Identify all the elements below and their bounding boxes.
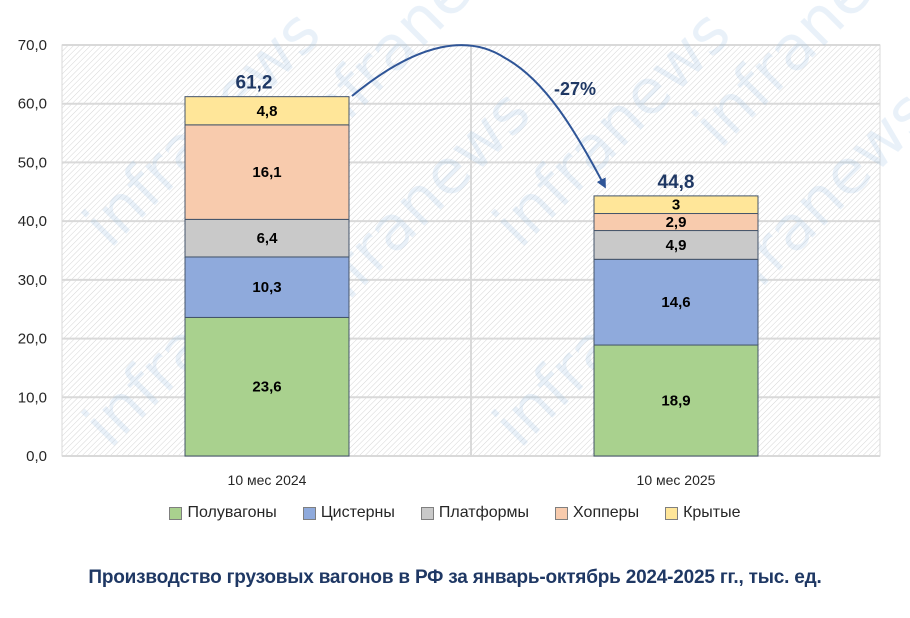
legend-item: Цистерны — [302, 504, 395, 522]
legend-label: Полувагоны — [187, 504, 277, 521]
segment-value-label: 4,9 — [666, 237, 687, 254]
y-tick-label: 20,0 — [18, 331, 47, 348]
x-category-label: 10 мес 2024 — [228, 472, 307, 488]
legend-item: Платформы — [420, 504, 530, 522]
segment-value-label: 18,9 — [661, 393, 690, 410]
bar-segment — [184, 124, 350, 220]
segment-value-label: 16,1 — [252, 164, 281, 181]
change-percent-label: -27% — [554, 79, 596, 99]
y-tick-label: 30,0 — [18, 272, 47, 289]
legend-label: Крытые — [683, 504, 741, 521]
bar-segment — [184, 96, 350, 126]
segment-value-label: 10,3 — [252, 279, 281, 296]
bar-segment — [593, 258, 759, 346]
y-axis: 0,0 10,0 20,0 30,0 40,0 50,0 60,0 70,0 — [18, 37, 47, 465]
legend-swatch-icon — [420, 506, 434, 520]
bar-segment — [593, 344, 759, 457]
total-value-label: 44,8 — [658, 172, 695, 193]
y-tick-label: 70,0 — [18, 37, 47, 54]
segment-value-label: 4,8 — [257, 103, 278, 120]
bar-segment — [593, 230, 759, 260]
y-tick-label: 0,0 — [26, 448, 47, 465]
segment-value-label: 6,4 — [257, 230, 279, 247]
bar-stack: 23,6 10,3 6,4 16,1 4,8 61,2 — [184, 73, 350, 457]
y-tick-label: 60,0 — [18, 96, 47, 113]
y-tick-label: 40,0 — [18, 213, 47, 230]
legend-label: Цистерны — [320, 504, 395, 521]
y-tick-label: 10,0 — [18, 389, 47, 406]
legend-swatch-icon — [302, 506, 316, 520]
legend-swatch-icon — [169, 506, 183, 520]
legend-item: Хопперы — [555, 504, 639, 522]
legend-swatch-icon — [665, 506, 679, 520]
legend: Полувагоны Цистерны Платформы Хопперы Крытые — [0, 504, 910, 522]
legend-swatch-icon — [555, 506, 569, 520]
x-axis: 10 мес 2024 10 мес 2025 — [228, 472, 716, 488]
change-arrow — [351, 44, 606, 189]
bar-segment — [184, 256, 350, 318]
segment-value-label: 2,9 — [666, 214, 687, 231]
bar-segment — [184, 218, 350, 258]
legend-label: Платформы — [438, 504, 530, 521]
bar-stack: 18,9 14,6 4,9 2,93 44,8 — [593, 172, 759, 457]
legend-label: Хопперы — [573, 504, 640, 521]
segment-value-label: 23,6 — [252, 379, 281, 396]
x-category-label: 10 мес 2025 — [637, 472, 716, 488]
total-value-label: 61,2 — [236, 73, 273, 94]
chart-title: Производство грузовых вагонов в РФ за ян… — [88, 567, 822, 588]
bars: 23,6 10,3 6,4 16,1 4,8 61,2 18,9 14,6 4,9 2,93 44,… — [184, 73, 759, 457]
y-tick-label: 50,0 — [18, 154, 47, 171]
bar-segment — [184, 316, 350, 457]
bar-segment — [593, 195, 759, 215]
legend-item: Полувагоны — [169, 504, 277, 522]
legend-item: Крытые — [665, 504, 741, 522]
segment-value-label: 3 — [672, 197, 680, 214]
segment-value-label: 14,6 — [661, 294, 690, 311]
